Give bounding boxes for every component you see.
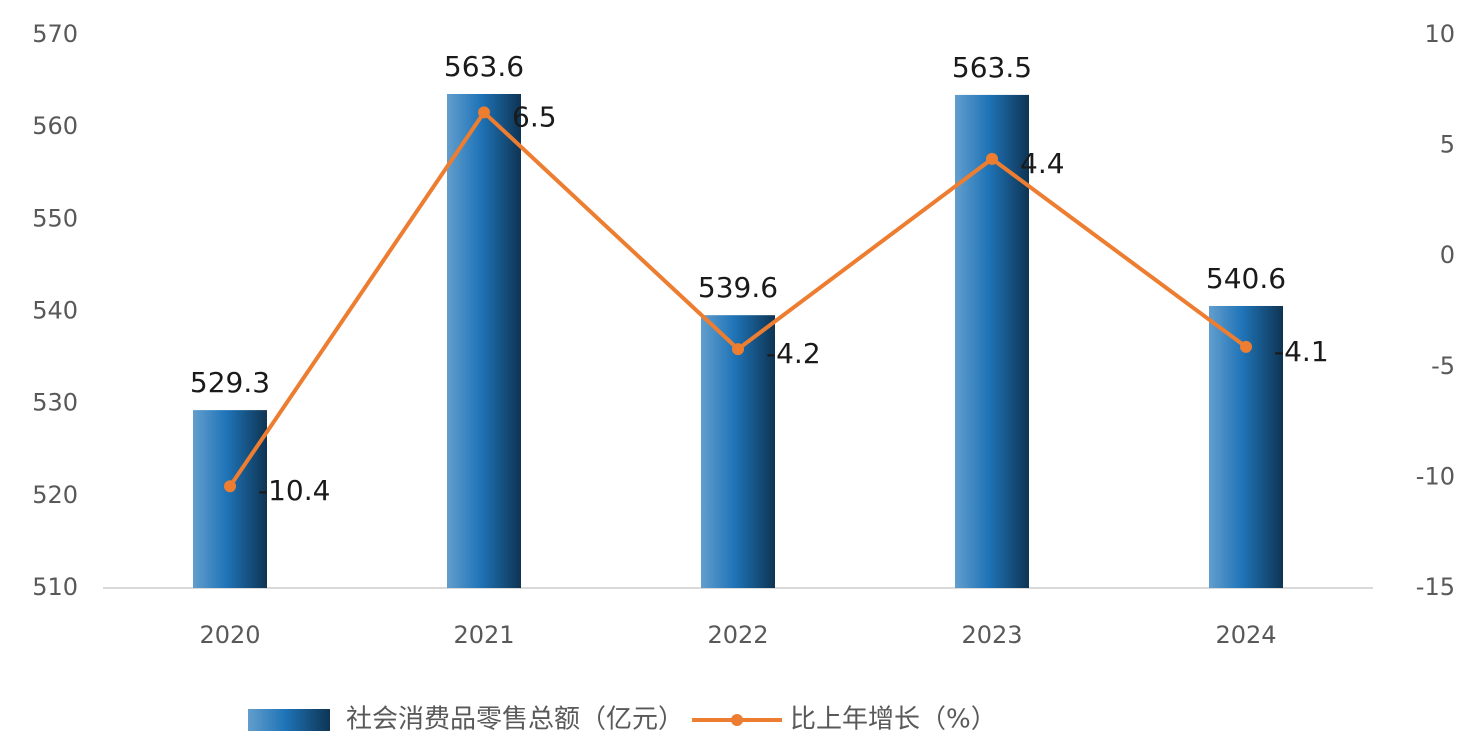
data-label: 563.5 bbox=[952, 51, 1032, 84]
line-marker bbox=[478, 106, 490, 119]
legend-marker bbox=[731, 714, 744, 726]
y2-tick-label: -10 bbox=[1416, 462, 1455, 490]
data-label: 540.6 bbox=[1206, 262, 1286, 295]
y2-tick-label: 5 bbox=[1440, 131, 1455, 159]
data-label: 6.5 bbox=[512, 100, 557, 133]
bar bbox=[955, 94, 1029, 589]
y-tick-label: 540 bbox=[32, 297, 78, 325]
line-marker bbox=[986, 152, 998, 165]
data-label: 529.3 bbox=[190, 366, 270, 399]
y-tick-label: 520 bbox=[32, 481, 78, 509]
x-tick-label: 2023 bbox=[961, 621, 1022, 649]
y-tick-label: 510 bbox=[32, 573, 78, 601]
data-label: 539.6 bbox=[698, 271, 778, 304]
line-marker bbox=[224, 480, 236, 493]
y-tick-label: 570 bbox=[32, 20, 78, 48]
x-tick-label: 2022 bbox=[707, 621, 768, 649]
y-tick-label: 560 bbox=[32, 112, 78, 140]
legend-swatch bbox=[248, 709, 330, 731]
data-label: 563.6 bbox=[444, 50, 524, 83]
line-marker bbox=[1240, 340, 1252, 353]
bar bbox=[701, 315, 775, 588]
line-marker bbox=[732, 343, 744, 356]
y2-tick-label: 0 bbox=[1440, 241, 1455, 269]
bar bbox=[447, 93, 521, 588]
y-tick-label: 550 bbox=[32, 204, 78, 232]
legend-label: 社会消费品零售总额（亿元） bbox=[346, 705, 684, 735]
data-label: -4.2 bbox=[766, 337, 821, 370]
y2-tick-label: -5 bbox=[1431, 352, 1455, 380]
bar bbox=[193, 410, 267, 588]
data-label: -10.4 bbox=[258, 474, 330, 507]
x-tick-label: 2021 bbox=[453, 621, 514, 649]
data-label: -4.1 bbox=[1274, 335, 1329, 368]
x-tick-label: 2024 bbox=[1215, 621, 1276, 649]
y-tick-label: 530 bbox=[32, 389, 78, 417]
legend-label: 比上年增长（%） bbox=[790, 705, 997, 735]
bar bbox=[1209, 305, 1283, 588]
y2-tick-label: -15 bbox=[1416, 573, 1455, 601]
y2-tick-label: 10 bbox=[1424, 20, 1455, 48]
x-tick-label: 2020 bbox=[199, 621, 260, 649]
data-label: 4.4 bbox=[1020, 147, 1065, 180]
